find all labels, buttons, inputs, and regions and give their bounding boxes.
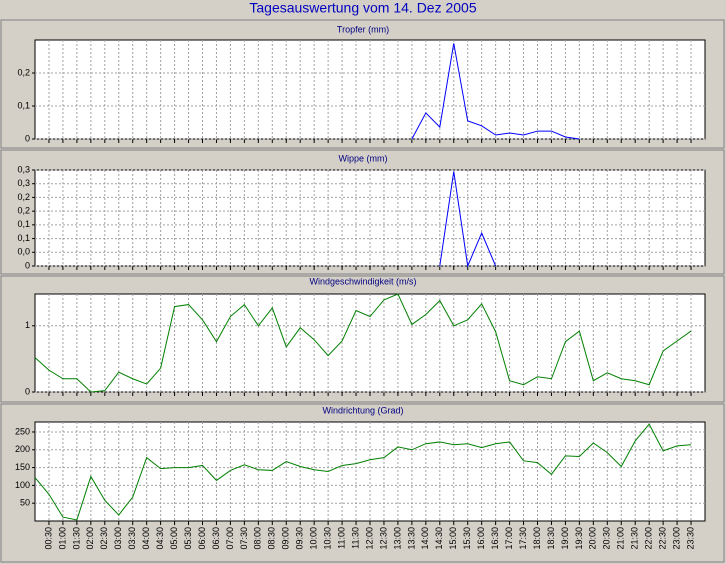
x-tick-label: 17:00 <box>504 527 514 550</box>
x-tick-label: 20:00 <box>588 527 598 550</box>
x-tick-label: 23:30 <box>685 527 695 550</box>
panel-frame <box>0 275 725 403</box>
x-tick-label: 06:30 <box>211 527 221 550</box>
data-line <box>34 423 692 521</box>
x-tick-label: 17:30 <box>518 527 528 550</box>
x-tick-label: 13:00 <box>392 527 402 550</box>
x-tick-label: 12:00 <box>364 527 374 550</box>
y-tick-label: 0 <box>25 260 30 270</box>
y-tick-label: 0,1 <box>17 219 30 229</box>
y-tick-label: 100 <box>15 480 30 490</box>
x-tick-label: 19:30 <box>574 527 584 550</box>
y-tick-label: 0,2 <box>17 206 30 216</box>
x-tick-label: 00:30 <box>43 527 53 550</box>
x-tick-label: 16:00 <box>476 527 486 550</box>
data-line <box>34 293 692 393</box>
x-tick-label: 20:30 <box>602 527 612 550</box>
page-title: Tagesauswertung vom 14. Dez 2005 <box>249 0 476 16</box>
x-tick-label: 01:00 <box>57 527 67 550</box>
x-tick-label: 19:00 <box>560 527 570 550</box>
y-tick-label: 50 <box>20 498 30 508</box>
x-tick-label: 09:30 <box>295 527 305 550</box>
y-tick-label: 0,3 <box>17 178 30 188</box>
x-tick-label: 11:30 <box>350 527 360 549</box>
panel-frame <box>0 149 725 275</box>
x-tick-label: 08:00 <box>253 527 263 550</box>
y-tick-label: 0,2 <box>17 192 30 202</box>
data-line <box>411 43 580 140</box>
panel-frame <box>0 403 725 563</box>
x-tick-label: 13:30 <box>406 527 416 550</box>
y-tick-label: 150 <box>15 462 30 472</box>
x-tick-label: 02:00 <box>85 527 95 550</box>
x-tick-label: 23:00 <box>671 527 681 550</box>
panel-title: Windrichtung (Grad) <box>322 405 403 415</box>
x-tick-label: 06:00 <box>197 527 207 550</box>
panel-frame <box>0 19 725 149</box>
y-tick-label: 0,1 <box>17 233 30 243</box>
x-tick-label: 16:30 <box>490 527 500 550</box>
x-tick-label: 12:30 <box>378 527 388 550</box>
y-tick-label: 0,1 <box>17 100 30 110</box>
x-tick-label: 18:30 <box>546 527 556 550</box>
y-tick-label: 1 <box>25 320 30 330</box>
x-tick-label: 07:30 <box>239 527 249 550</box>
x-tick-label: 22:30 <box>658 527 668 550</box>
x-tick-label: 15:30 <box>462 527 472 550</box>
x-tick-label: 14:30 <box>434 527 444 550</box>
x-tick-label: 22:00 <box>644 527 654 550</box>
x-tick-label: 09:00 <box>281 527 291 550</box>
x-tick-label: 07:00 <box>225 527 235 550</box>
y-tick-label: 0,0 <box>17 247 30 257</box>
x-tick-label: 11:00 <box>336 527 346 549</box>
x-tick-label: 14:00 <box>420 527 430 550</box>
panel-title: Windgeschwindigkeit (m/s) <box>309 276 416 286</box>
x-tick-label: 05:30 <box>183 527 193 550</box>
x-tick-label: 04:30 <box>155 527 165 550</box>
y-tick-label: 0,2 <box>17 67 30 77</box>
y-tick-label: 250 <box>15 426 30 436</box>
x-tick-label: 10:00 <box>309 527 319 550</box>
x-tick-label: 21:00 <box>616 527 626 550</box>
panel-title: Tropfer (mm) <box>337 24 389 34</box>
y-tick-label: 200 <box>15 444 30 454</box>
x-tick-label: 08:30 <box>267 527 277 550</box>
x-tick-label: 04:00 <box>141 527 151 550</box>
y-tick-label: 0 <box>25 386 30 396</box>
x-tick-label: 01:30 <box>71 527 81 550</box>
x-tick-label: 21:30 <box>630 527 640 550</box>
panel-title: Wippe (mm) <box>339 153 388 163</box>
y-tick-label: 0 <box>25 133 30 143</box>
x-tick-label: 02:30 <box>99 527 109 550</box>
x-tick-label: 03:00 <box>113 527 123 550</box>
x-tick-label: 10:30 <box>323 527 333 550</box>
x-tick-label: 15:00 <box>448 527 458 550</box>
y-tick-label: 0,3 <box>17 164 30 174</box>
x-tick-label: 18:00 <box>532 527 542 550</box>
data-line <box>439 171 497 268</box>
x-tick-label: 03:30 <box>127 527 137 550</box>
x-tick-label: 05:00 <box>169 527 179 550</box>
